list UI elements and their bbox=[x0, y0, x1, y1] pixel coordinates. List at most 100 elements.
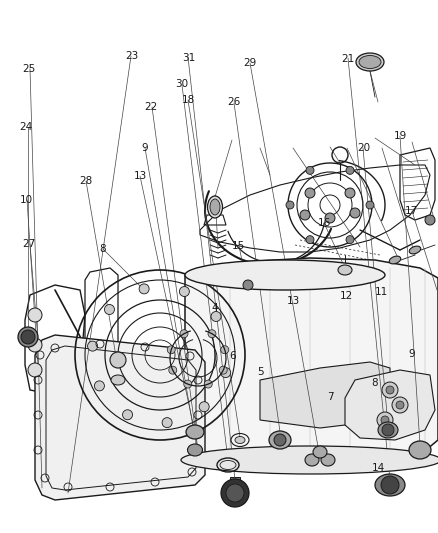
Text: 30: 30 bbox=[175, 79, 188, 89]
Ellipse shape bbox=[187, 444, 202, 456]
Circle shape bbox=[226, 484, 244, 502]
Text: 23: 23 bbox=[125, 51, 138, 61]
Circle shape bbox=[381, 416, 389, 424]
Circle shape bbox=[381, 476, 399, 494]
Circle shape bbox=[110, 352, 126, 368]
Ellipse shape bbox=[409, 441, 431, 459]
Text: 31: 31 bbox=[182, 53, 195, 62]
Circle shape bbox=[286, 201, 294, 209]
Text: 16: 16 bbox=[318, 218, 331, 228]
Circle shape bbox=[306, 236, 314, 244]
Circle shape bbox=[274, 434, 286, 446]
Ellipse shape bbox=[409, 246, 421, 254]
Text: 15: 15 bbox=[232, 241, 245, 251]
Circle shape bbox=[162, 418, 172, 427]
Circle shape bbox=[325, 213, 335, 223]
Ellipse shape bbox=[375, 474, 405, 496]
Text: 21: 21 bbox=[342, 54, 355, 63]
Ellipse shape bbox=[181, 446, 438, 474]
Circle shape bbox=[382, 382, 398, 398]
Text: 14: 14 bbox=[372, 463, 385, 473]
Ellipse shape bbox=[338, 265, 352, 275]
Text: 26: 26 bbox=[228, 98, 241, 107]
Ellipse shape bbox=[389, 256, 401, 264]
Circle shape bbox=[305, 188, 315, 198]
Text: 25: 25 bbox=[22, 64, 35, 74]
Circle shape bbox=[208, 330, 216, 338]
Text: 28: 28 bbox=[79, 176, 92, 186]
Ellipse shape bbox=[111, 375, 125, 385]
Polygon shape bbox=[185, 258, 438, 462]
Circle shape bbox=[219, 366, 227, 374]
Text: 20: 20 bbox=[357, 143, 370, 153]
Ellipse shape bbox=[18, 327, 38, 347]
Ellipse shape bbox=[186, 425, 204, 439]
Circle shape bbox=[139, 284, 149, 294]
Circle shape bbox=[366, 201, 374, 209]
Ellipse shape bbox=[269, 431, 291, 449]
Circle shape bbox=[346, 236, 354, 244]
Circle shape bbox=[345, 188, 355, 198]
Circle shape bbox=[306, 166, 314, 174]
Text: 9: 9 bbox=[141, 143, 148, 153]
Text: 24: 24 bbox=[20, 122, 33, 132]
Text: 27: 27 bbox=[22, 239, 35, 249]
Circle shape bbox=[346, 166, 354, 174]
Ellipse shape bbox=[210, 199, 220, 215]
Circle shape bbox=[221, 479, 249, 507]
Polygon shape bbox=[35, 335, 205, 500]
Ellipse shape bbox=[359, 55, 381, 69]
Text: 22: 22 bbox=[145, 102, 158, 111]
Circle shape bbox=[425, 215, 435, 225]
Text: 12: 12 bbox=[339, 291, 353, 301]
Circle shape bbox=[180, 287, 189, 296]
Circle shape bbox=[123, 410, 133, 420]
Circle shape bbox=[377, 412, 393, 428]
Ellipse shape bbox=[235, 437, 245, 443]
Ellipse shape bbox=[305, 454, 319, 466]
Ellipse shape bbox=[185, 260, 385, 290]
Text: 11: 11 bbox=[374, 287, 388, 296]
Circle shape bbox=[28, 363, 42, 377]
Circle shape bbox=[392, 397, 408, 413]
Text: 13: 13 bbox=[287, 296, 300, 306]
Circle shape bbox=[169, 366, 177, 374]
Circle shape bbox=[382, 424, 394, 436]
Circle shape bbox=[167, 346, 175, 354]
Ellipse shape bbox=[321, 454, 335, 466]
Circle shape bbox=[204, 380, 212, 388]
Ellipse shape bbox=[378, 422, 398, 438]
Text: 13: 13 bbox=[134, 171, 147, 181]
Polygon shape bbox=[345, 370, 435, 440]
Circle shape bbox=[221, 346, 229, 354]
Circle shape bbox=[28, 338, 42, 352]
Circle shape bbox=[386, 386, 394, 394]
Circle shape bbox=[350, 208, 360, 218]
Circle shape bbox=[95, 381, 104, 391]
Circle shape bbox=[300, 210, 310, 220]
Circle shape bbox=[199, 402, 209, 411]
Circle shape bbox=[28, 308, 42, 322]
Ellipse shape bbox=[313, 446, 327, 458]
Circle shape bbox=[180, 330, 188, 338]
Circle shape bbox=[221, 368, 231, 377]
Text: 4: 4 bbox=[211, 303, 218, 313]
Circle shape bbox=[184, 380, 192, 388]
Text: 7: 7 bbox=[327, 392, 334, 402]
Circle shape bbox=[211, 311, 221, 321]
Text: 10: 10 bbox=[20, 195, 33, 205]
Circle shape bbox=[21, 330, 35, 344]
Text: 19: 19 bbox=[394, 131, 407, 141]
Circle shape bbox=[243, 280, 253, 290]
Text: 9: 9 bbox=[408, 350, 415, 359]
Text: 8: 8 bbox=[99, 244, 106, 254]
Polygon shape bbox=[260, 362, 390, 428]
Text: 29: 29 bbox=[243, 58, 256, 68]
Ellipse shape bbox=[208, 196, 223, 218]
Circle shape bbox=[105, 304, 114, 314]
Text: 5: 5 bbox=[257, 367, 264, 376]
Circle shape bbox=[396, 401, 404, 409]
Text: 6: 6 bbox=[229, 351, 236, 361]
Polygon shape bbox=[230, 477, 240, 482]
Circle shape bbox=[88, 341, 98, 351]
